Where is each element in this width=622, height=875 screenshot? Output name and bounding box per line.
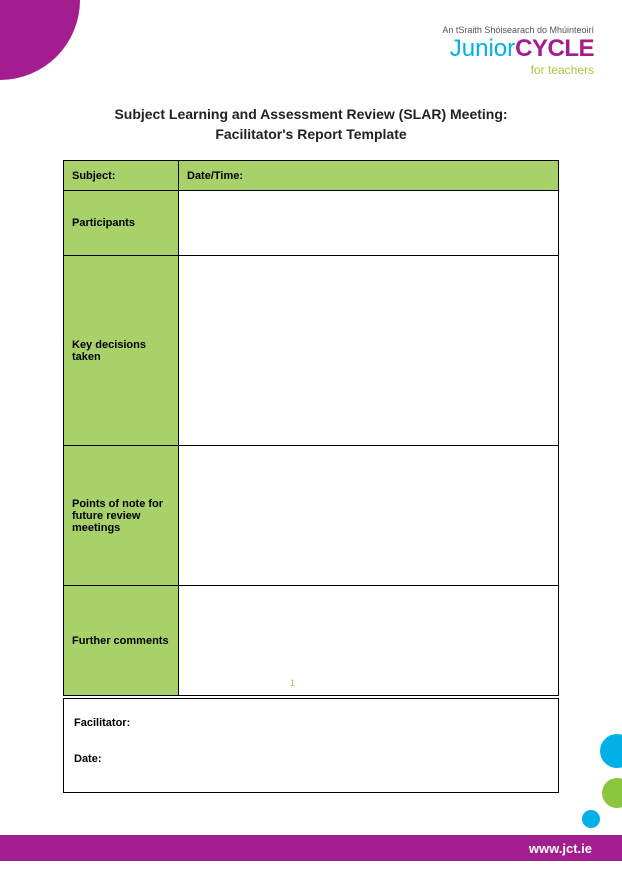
dot-decoration-green <box>602 778 622 808</box>
title-line1: Subject Learning and Assessment Review (… <box>0 105 622 125</box>
logo-cycle: CYCLE <box>515 35 594 62</box>
footer-url: www.jct.ie <box>529 841 592 856</box>
participants-label: Participants <box>72 217 135 229</box>
participants-label-cell: Participants <box>64 191 179 256</box>
points-input[interactable] <box>179 446 559 586</box>
logo-junior: Junior <box>450 35 515 62</box>
signature-box: Facilitator: Date: <box>63 698 559 793</box>
logo-subtitle: for teachers <box>442 63 594 77</box>
datetime-label: Date/Time: <box>187 170 243 182</box>
logo: JuniorCYCLE <box>442 37 594 61</box>
form-table: Subject: Date/Time: Participants Key dec… <box>63 160 559 696</box>
corner-decoration <box>0 0 80 80</box>
participants-input[interactable] <box>179 191 559 256</box>
page-number: 1 <box>290 678 295 688</box>
header-logo-block: An tSraith Shóisearach do Mhúinteoirí Ju… <box>442 25 594 77</box>
comments-input[interactable] <box>179 586 559 696</box>
datetime-cell[interactable]: Date/Time: <box>179 161 559 191</box>
dot-decoration-blue-small <box>582 810 600 828</box>
facilitator-label: Facilitator: <box>64 699 558 729</box>
points-label-cell: Points of note for future review meeting… <box>64 446 179 586</box>
subject-label: Subject: <box>72 170 115 182</box>
comments-label: Further comments <box>72 635 169 647</box>
decisions-label: Key decisions taken <box>72 339 146 363</box>
decisions-label-cell: Key decisions taken <box>64 256 179 446</box>
page-title: Subject Learning and Assessment Review (… <box>0 105 622 144</box>
comments-label-cell: Further comments <box>64 586 179 696</box>
dot-decoration-blue-large <box>600 734 622 768</box>
date-label: Date: <box>64 729 558 765</box>
tagline: An tSraith Shóisearach do Mhúinteoirí <box>442 25 594 35</box>
title-line2: Facilitator's Report Template <box>0 125 622 145</box>
points-label: Points of note for future review meeting… <box>72 498 163 534</box>
decisions-input[interactable] <box>179 256 559 446</box>
subject-cell[interactable]: Subject: <box>64 161 179 191</box>
